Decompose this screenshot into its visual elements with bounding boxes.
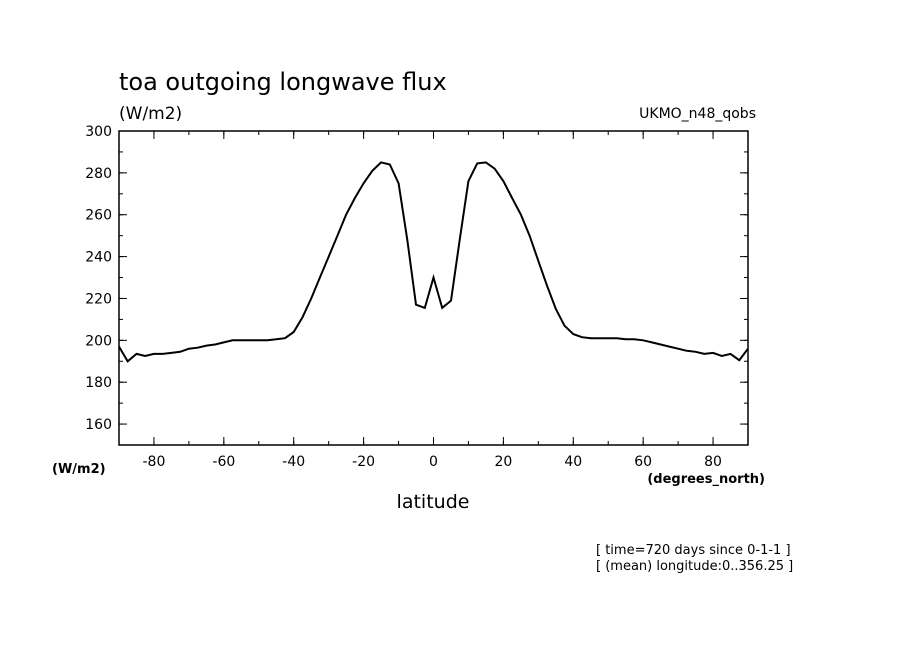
axes: -80 -60 -40 -20 0 20 40 60 80 160 180 200 220 240 260 2…: [85, 124, 749, 470]
series-line: [118, 161, 749, 363]
x-axis-units: (degrees_north): [647, 472, 765, 487]
y-tick-label: 220: [85, 291, 112, 307]
x-tick-label: 20: [494, 454, 512, 470]
x-tick-label: -40: [282, 454, 305, 470]
model-label: UKMO_n48_qobs: [639, 106, 756, 122]
longitude-note: [ (mean) longitude:0..356.25 ]: [596, 559, 793, 574]
y-tick-label: 300: [85, 124, 112, 140]
y-tick-label: 260: [85, 208, 112, 224]
x-tick-label: 40: [564, 454, 582, 470]
y-axis-label: (W/m2): [52, 462, 106, 477]
y-tick-label: 180: [85, 375, 112, 391]
x-tick-label: 80: [704, 454, 722, 470]
time-note: [ time=720 days since 0-1-1 ]: [596, 543, 791, 558]
plot-frame: [118, 130, 749, 446]
x-tick-label: 60: [634, 454, 652, 470]
x-tick-label: -80: [143, 454, 166, 470]
y-tick-label: 240: [85, 250, 112, 266]
y-tick-label: 160: [85, 417, 112, 433]
chart-units: (W/m2): [119, 104, 182, 124]
x-tick-label: -20: [352, 454, 375, 470]
x-axis-label: latitude: [397, 491, 470, 513]
x-tick-label: -60: [212, 454, 235, 470]
y-tick-label: 280: [85, 166, 112, 182]
x-tick-label: 0: [429, 454, 438, 470]
chart-title: toa outgoing longwave flux: [119, 68, 447, 96]
y-tick-label: 200: [85, 333, 112, 349]
